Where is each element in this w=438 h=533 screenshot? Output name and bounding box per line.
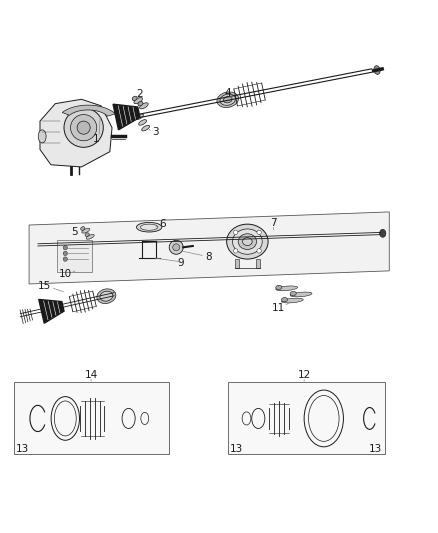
Ellipse shape: [226, 224, 268, 259]
Ellipse shape: [85, 233, 89, 237]
Text: 11: 11: [271, 303, 285, 313]
Circle shape: [257, 230, 261, 235]
Text: 15: 15: [38, 281, 51, 291]
Text: 8: 8: [205, 252, 212, 262]
Ellipse shape: [142, 125, 149, 131]
Circle shape: [233, 230, 238, 235]
Circle shape: [257, 249, 261, 253]
Text: 13: 13: [16, 444, 29, 454]
Bar: [14, 382, 169, 454]
Text: 9: 9: [177, 258, 184, 268]
Bar: [228, 382, 385, 454]
Ellipse shape: [276, 285, 282, 289]
Polygon shape: [235, 259, 239, 268]
Ellipse shape: [290, 292, 312, 297]
Text: 2: 2: [136, 89, 143, 99]
Polygon shape: [39, 300, 64, 323]
Ellipse shape: [223, 96, 232, 103]
Circle shape: [233, 249, 238, 253]
Polygon shape: [256, 259, 260, 268]
Bar: [57, 240, 92, 272]
Ellipse shape: [233, 229, 262, 254]
Ellipse shape: [290, 292, 296, 296]
Text: 13: 13: [230, 444, 243, 454]
Ellipse shape: [140, 103, 148, 109]
Circle shape: [63, 257, 67, 261]
Text: 10: 10: [59, 269, 72, 279]
Ellipse shape: [276, 286, 297, 290]
Circle shape: [173, 244, 180, 251]
Ellipse shape: [81, 227, 85, 230]
Ellipse shape: [141, 224, 158, 230]
Ellipse shape: [134, 98, 142, 103]
Ellipse shape: [220, 94, 236, 106]
Polygon shape: [113, 104, 140, 130]
Polygon shape: [40, 99, 112, 167]
Ellipse shape: [238, 234, 257, 249]
Ellipse shape: [97, 289, 116, 303]
Text: 12: 12: [297, 370, 311, 380]
Text: 13: 13: [369, 444, 382, 454]
Ellipse shape: [282, 297, 287, 302]
Circle shape: [63, 251, 67, 256]
Circle shape: [63, 246, 67, 250]
Polygon shape: [29, 212, 389, 284]
Ellipse shape: [82, 228, 90, 233]
Circle shape: [77, 121, 90, 134]
Text: 3: 3: [152, 127, 159, 137]
Text: 4: 4: [224, 88, 231, 98]
Text: 5: 5: [71, 228, 78, 237]
Polygon shape: [62, 105, 115, 116]
Ellipse shape: [132, 96, 137, 101]
Circle shape: [64, 108, 103, 147]
Circle shape: [71, 115, 97, 141]
Ellipse shape: [138, 101, 143, 106]
Ellipse shape: [374, 66, 380, 74]
Text: 7: 7: [270, 218, 277, 228]
Text: 6: 6: [159, 219, 166, 229]
Ellipse shape: [137, 222, 162, 232]
Ellipse shape: [38, 130, 46, 143]
Ellipse shape: [217, 92, 239, 108]
Ellipse shape: [139, 119, 146, 125]
Circle shape: [169, 240, 183, 254]
Text: 1: 1: [92, 134, 99, 143]
Ellipse shape: [282, 298, 303, 303]
Ellipse shape: [380, 229, 386, 237]
Text: 14: 14: [85, 370, 98, 380]
Ellipse shape: [243, 238, 252, 246]
Ellipse shape: [100, 291, 113, 301]
Ellipse shape: [136, 114, 143, 119]
Ellipse shape: [86, 235, 94, 239]
